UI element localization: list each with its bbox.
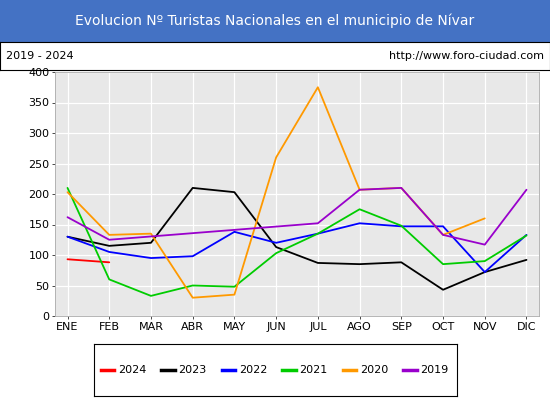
Text: 2022: 2022 (239, 365, 267, 375)
Text: http://www.foro-ciudad.com: http://www.foro-ciudad.com (389, 51, 544, 61)
Text: 2021: 2021 (299, 365, 327, 375)
Text: 2019 - 2024: 2019 - 2024 (6, 51, 73, 61)
Text: 2023: 2023 (178, 365, 206, 375)
Text: Evolucion Nº Turistas Nacionales en el municipio de Nívar: Evolucion Nº Turistas Nacionales en el m… (75, 14, 475, 28)
Text: 2020: 2020 (360, 365, 388, 375)
Text: 2019: 2019 (420, 365, 448, 375)
Text: 2024: 2024 (118, 365, 146, 375)
